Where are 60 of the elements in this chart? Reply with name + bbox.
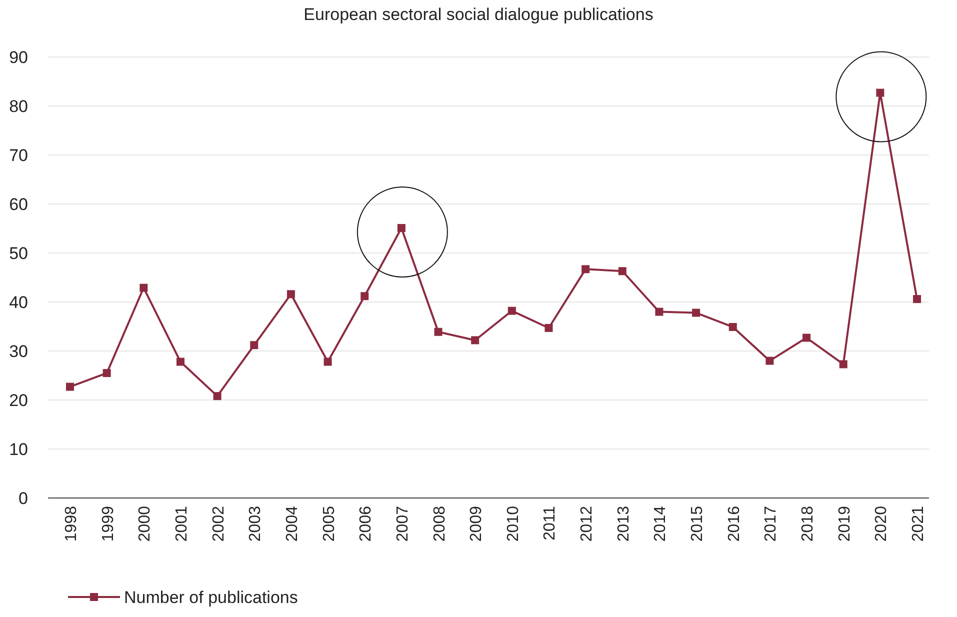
x-tick-label: 2006 <box>358 506 375 542</box>
x-tick-label: 1998 <box>63 506 80 542</box>
chart-title: European sectoral social dialogue publications <box>304 5 654 24</box>
y-tick-label: 50 <box>9 244 28 263</box>
x-tick-label: 2005 <box>320 506 338 542</box>
x-tick-label: 2003 <box>247 506 264 542</box>
y-tick-label: 30 <box>9 342 28 361</box>
x-tick-label: 2020 <box>873 506 890 542</box>
point <box>286 290 295 298</box>
y-tick-label: 10 <box>9 440 28 459</box>
point <box>913 295 921 304</box>
legend-label: Number of publications <box>124 588 298 607</box>
point <box>360 292 369 300</box>
point <box>582 265 590 274</box>
x-tick-label: 2012 <box>578 506 596 542</box>
x-tick-label: 2009 <box>468 506 486 542</box>
point <box>213 392 222 400</box>
x-tick-label: 2014 <box>652 506 670 542</box>
point <box>508 306 516 315</box>
x-tick-label: 2016 <box>726 506 743 542</box>
point <box>102 369 111 378</box>
point <box>839 360 848 368</box>
x-tick-label: 2018 <box>800 506 817 542</box>
y-tick-label: 40 <box>9 292 28 312</box>
x-tick-label: 2015 <box>689 506 706 542</box>
point <box>655 308 664 316</box>
x-tick-label: 2013 <box>615 506 632 542</box>
x-tick-label: 2004 <box>284 506 301 542</box>
point <box>692 308 700 317</box>
point <box>766 356 774 365</box>
point <box>618 267 626 276</box>
x-tick-label: 2011 <box>542 506 559 540</box>
y-tick-label: 90 <box>9 48 28 67</box>
point <box>876 88 884 97</box>
point <box>324 358 332 366</box>
point <box>140 284 148 292</box>
x-tick-label: 2017 <box>762 506 780 542</box>
x-tick-label: 2001 <box>173 506 190 542</box>
point <box>250 341 258 350</box>
x-tick-label: 2000 <box>136 506 154 542</box>
y-tick-label: 80 <box>9 96 28 116</box>
y-tick-label: 0 <box>18 488 28 508</box>
y-tick-label: 60 <box>9 194 28 214</box>
point <box>397 224 406 232</box>
point <box>802 334 811 342</box>
x-tick-label: 2010 <box>504 506 522 542</box>
y-tick-label: 70 <box>9 146 28 165</box>
point <box>544 324 553 332</box>
x-tick-label: 2008 <box>431 506 448 542</box>
x-tick-label: 2021 <box>910 506 927 542</box>
x-tick-label: 1999 <box>100 506 117 542</box>
point <box>728 322 737 331</box>
y-tick-label: 20 <box>9 390 28 410</box>
point <box>176 358 184 366</box>
x-tick-label: 2002 <box>210 506 228 542</box>
point <box>66 382 74 391</box>
x-tick-label: 2019 <box>836 506 854 542</box>
point <box>471 336 480 344</box>
point <box>434 328 442 336</box>
x-tick-label: 2007 <box>394 506 412 542</box>
